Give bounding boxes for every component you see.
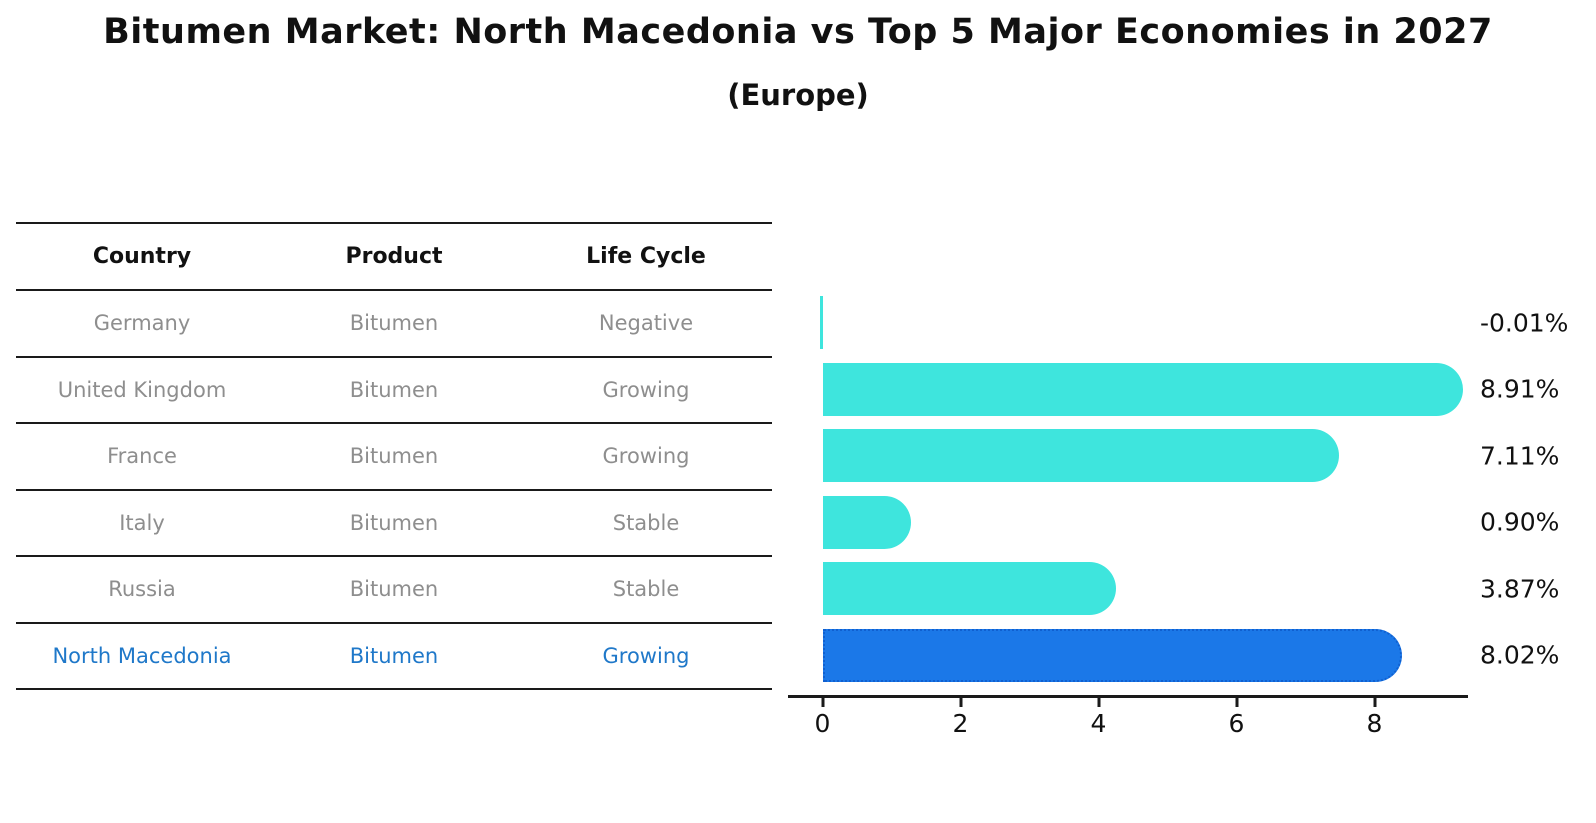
table-cell-country: Russia	[108, 577, 176, 602]
x-tick-label: 8	[1366, 709, 1383, 738]
table-cell-country: Germany	[93, 311, 191, 336]
bar	[819, 296, 823, 349]
table-cell-product: Bitumen	[349, 311, 439, 336]
bar-value-label: 8.02%	[1480, 640, 1560, 670]
table-row: Russia Bitumen Stable	[16, 557, 772, 624]
x-tick-mark	[959, 698, 962, 707]
bar-value-label: 0.90%	[1480, 507, 1560, 537]
table-body: Germany Bitumen Negative United Kingdom Bitu…	[16, 291, 772, 690]
x-tick-mark	[1235, 698, 1238, 707]
table-row: Italy Bitumen Stable	[16, 491, 772, 557]
bar-value-label: 8.91%	[1480, 374, 1560, 404]
table-header-country: Country	[92, 244, 192, 269]
chart-title: Bitumen Market: North Macedonia vs Top 5…	[103, 12, 1493, 52]
table-cell-product: Bitumen	[349, 643, 439, 668]
x-tick-label: 2	[952, 709, 969, 738]
table-row: United Kingdom Bitumen Growing	[16, 358, 772, 424]
chart-subtitle: (Europe)	[727, 78, 869, 112]
table-cell-product: Bitumen	[349, 577, 439, 602]
table-cell-life-cycle: Growing	[602, 444, 690, 469]
table-header-row: Country Product Life Cycle	[16, 224, 772, 291]
table-cell-product: Bitumen	[349, 510, 439, 535]
x-tick-label: 0	[814, 709, 831, 738]
table-cell-product: Bitumen	[349, 444, 439, 469]
table-cell-life-cycle: Stable	[612, 510, 680, 535]
table-cell-life-cycle: Growing	[602, 643, 690, 668]
table-cell-country: Italy	[119, 510, 165, 535]
bar-value-label: 3.87%	[1480, 574, 1560, 603]
table-row: France Bitumen Growing	[16, 424, 772, 491]
country-table: Country Product Life Cycle Germany Bitume…	[16, 222, 772, 690]
table-cell-life-cycle: Growing	[602, 377, 690, 402]
bar	[822, 562, 1116, 615]
x-axis-line	[788, 695, 1468, 698]
bar-highlight	[822, 628, 1402, 682]
x-tick-mark	[1373, 698, 1376, 707]
table-header-product: Product	[345, 244, 443, 269]
bar-value-label: -0.01%	[1480, 308, 1569, 337]
bar	[822, 362, 1464, 416]
table-cell-product: Bitumen	[349, 377, 439, 402]
x-tick-label: 6	[1228, 709, 1245, 738]
x-tick-mark	[1097, 698, 1100, 707]
table-cell-country: United Kingdom	[57, 377, 227, 402]
bar	[822, 495, 911, 549]
bar	[822, 429, 1340, 482]
x-tick-mark	[821, 698, 824, 707]
table-header-life-cycle: Life Cycle	[586, 244, 706, 269]
table-cell-country: France	[107, 444, 177, 469]
table-row: North Macedonia Bitumen Growing	[16, 624, 772, 690]
table-row: Germany Bitumen Negative	[16, 291, 772, 358]
bar-value-label: 7.11%	[1480, 441, 1560, 470]
table-cell-life-cycle: Stable	[612, 577, 680, 602]
table-cell-life-cycle: Negative	[598, 311, 694, 336]
x-tick-label: 4	[1090, 709, 1107, 738]
table-cell-country: North Macedonia	[52, 643, 232, 668]
